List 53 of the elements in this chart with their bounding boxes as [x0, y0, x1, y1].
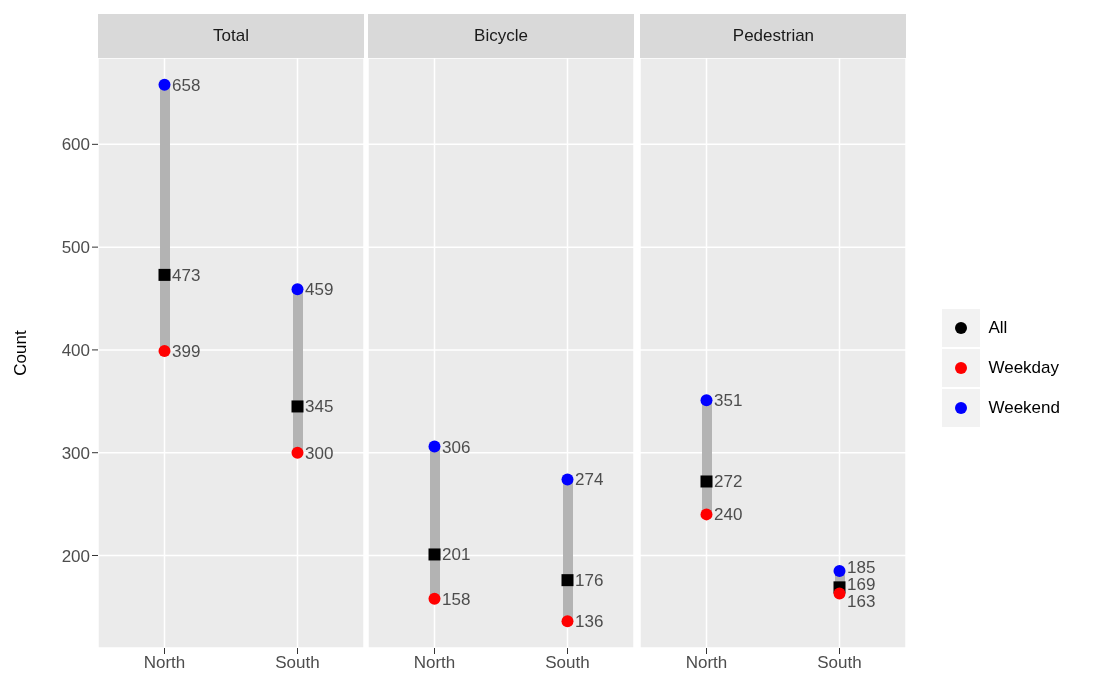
point [700, 475, 713, 488]
x-tick-label: North [143, 653, 186, 673]
point [700, 394, 713, 407]
point [561, 473, 574, 486]
chart-title: Total [98, 14, 364, 58]
point [158, 268, 171, 281]
y-tick-label: 200 [61, 546, 90, 566]
data-label: 158 [442, 589, 471, 609]
point [561, 574, 574, 587]
data-label: 201 [442, 545, 471, 565]
data-label: 163 [847, 591, 876, 611]
data-label: 136 [575, 612, 604, 632]
data-label: 306 [442, 437, 471, 457]
y-tick-label: 600 [61, 135, 90, 155]
legend-label: All [988, 318, 1008, 338]
data-label: 399 [172, 341, 201, 361]
data-label: 345 [305, 397, 334, 417]
data-label: 459 [305, 280, 334, 300]
legend-label: Weekend [988, 398, 1060, 418]
point [833, 564, 846, 577]
point [291, 400, 304, 413]
data-label: 300 [305, 443, 334, 463]
data-label: 240 [714, 505, 743, 525]
x-tick-label: North [413, 653, 456, 673]
point [291, 446, 304, 459]
data-label: 176 [575, 571, 604, 591]
y-tick-label: 300 [61, 443, 90, 463]
x-tick-label: North [686, 653, 728, 673]
x-tick-label: South [275, 653, 320, 673]
data-label: 169 [847, 574, 876, 594]
data-label: 274 [575, 470, 604, 490]
y-tick-label: 400 [61, 340, 90, 360]
point [428, 592, 441, 605]
point [700, 508, 713, 521]
data-label: 658 [172, 75, 201, 95]
point [428, 548, 441, 561]
data-label: 272 [714, 472, 743, 492]
data-label: 185 [847, 557, 876, 577]
point [833, 587, 846, 600]
x-tick-label: South [545, 653, 590, 673]
chart-title: Bicycle [368, 14, 634, 58]
y-axis-title: Count [11, 330, 31, 376]
data-label: 351 [714, 391, 743, 411]
x-tick-label: South [817, 653, 863, 673]
point [158, 344, 171, 357]
point [428, 440, 441, 453]
point [158, 78, 171, 91]
data-label: 473 [172, 265, 201, 285]
point [291, 283, 304, 296]
y-tick-label: 500 [61, 238, 90, 258]
point [561, 615, 574, 628]
chart-title: Pedestrian [640, 14, 907, 58]
legend-label: Weekday [988, 358, 1059, 378]
